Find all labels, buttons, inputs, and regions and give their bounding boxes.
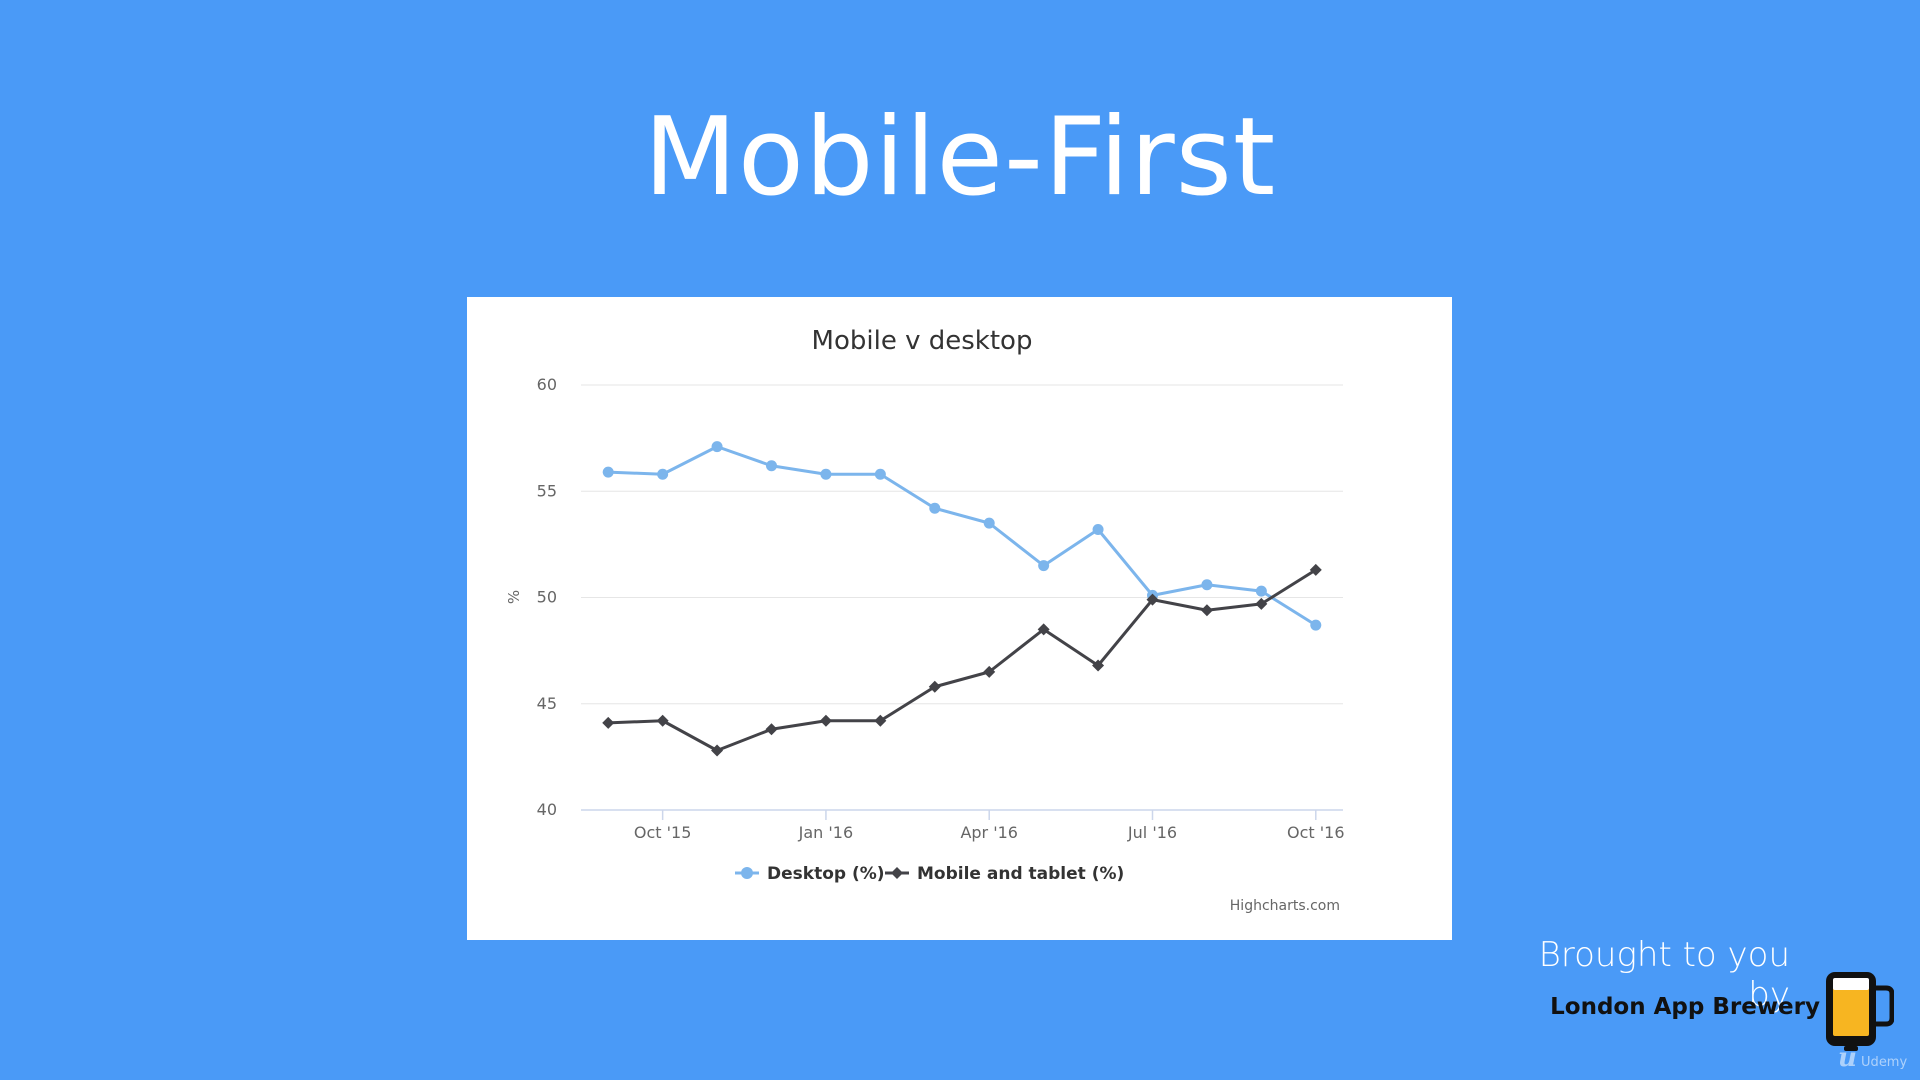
data-point-mobile-and-tablet	[1309, 563, 1322, 576]
series-layer	[602, 441, 1322, 757]
legend-item-mobile-and-tablet[interactable]: Mobile and tablet (%)	[885, 864, 1124, 884]
y-tick-label: 40	[537, 800, 557, 819]
data-point-mobile-and-tablet	[1037, 623, 1050, 636]
data-point-desktop	[602, 466, 614, 478]
data-point-mobile-and-tablet	[928, 680, 941, 693]
data-point-mobile-and-tablet	[1146, 593, 1159, 606]
legend[interactable]: Desktop (%) Mobile and tablet (%)	[735, 864, 1124, 884]
y-tick-label: 55	[537, 481, 557, 500]
y-axis-label: %	[505, 590, 523, 604]
legend-label: Mobile and tablet (%)	[917, 864, 1124, 884]
chart-credits[interactable]: Highcharts.com	[1229, 898, 1340, 914]
data-point-desktop	[983, 517, 995, 529]
chart-title: Mobile v desktop	[812, 326, 1033, 356]
data-point-mobile-and-tablet	[1092, 659, 1105, 672]
beer-mug-icon	[1826, 972, 1894, 1051]
data-point-desktop	[1310, 619, 1322, 631]
legend-marker-circle	[741, 867, 753, 879]
udemy-watermark: u Udemy	[1838, 1043, 1908, 1073]
y-tick-label: 60	[537, 375, 557, 394]
data-point-mobile-and-tablet	[874, 714, 887, 727]
data-point-mobile-and-tablet	[819, 714, 832, 727]
series-line-mobile-and-tablet	[608, 568, 1317, 752]
data-point-desktop	[1092, 524, 1104, 535]
line-chart: Mobile v desktop 40 45 50 55 60 Oct '15 Jan '1…	[505, 326, 1345, 884]
data-point-mobile-and-tablet	[602, 716, 615, 729]
data-point-desktop	[929, 502, 941, 514]
data-point-desktop	[1201, 579, 1213, 591]
data-point-mobile-and-tablet	[1200, 604, 1213, 617]
legend-item-desktop[interactable]: Desktop (%)	[735, 864, 885, 884]
data-point-desktop	[1255, 585, 1267, 597]
grid-layer	[581, 384, 1343, 705]
data-point-mobile-and-tablet	[711, 744, 724, 757]
legend-label: Desktop (%)	[767, 864, 885, 884]
x-tick-label: Oct '16	[1287, 823, 1345, 842]
x-tick-label: Oct '15	[634, 823, 692, 842]
data-point-desktop	[766, 460, 777, 472]
data-point-mobile-and-tablet	[1255, 597, 1268, 610]
x-tick-label: Jan '16	[798, 823, 854, 842]
brought-by-text: Brought to you by	[1538, 935, 1790, 1015]
data-point-desktop	[711, 441, 723, 453]
y-tick-label: 50	[537, 588, 557, 607]
slide-title: Mobile-First	[643, 95, 1277, 220]
chart-card: Mobile v desktop 40 45 50 55 60 Oct '15 Jan '1…	[467, 297, 1452, 940]
data-point-mobile-and-tablet	[983, 665, 996, 678]
y-tick-label: 45	[537, 694, 557, 713]
data-point-desktop	[657, 468, 669, 480]
udemy-label: Udemy	[1861, 1055, 1908, 1070]
series-line-desktop	[608, 445, 1317, 627]
data-point-mobile-and-tablet	[765, 723, 778, 736]
x-tick-label: Jul '16	[1127, 823, 1177, 842]
axis-layer: 40 45 50 55 60 Oct '15 Jan '16 Apr '16 Jul '16 Oc…	[537, 375, 1345, 842]
x-tick-label: Apr '16	[960, 823, 1018, 842]
data-point-mobile-and-tablet	[656, 714, 669, 727]
data-point-desktop	[820, 468, 832, 480]
data-point-desktop	[874, 468, 886, 480]
data-point-desktop	[1038, 560, 1050, 572]
brand-name: London App Brewery	[1550, 994, 1820, 1020]
legend-marker-diamond	[891, 867, 903, 879]
